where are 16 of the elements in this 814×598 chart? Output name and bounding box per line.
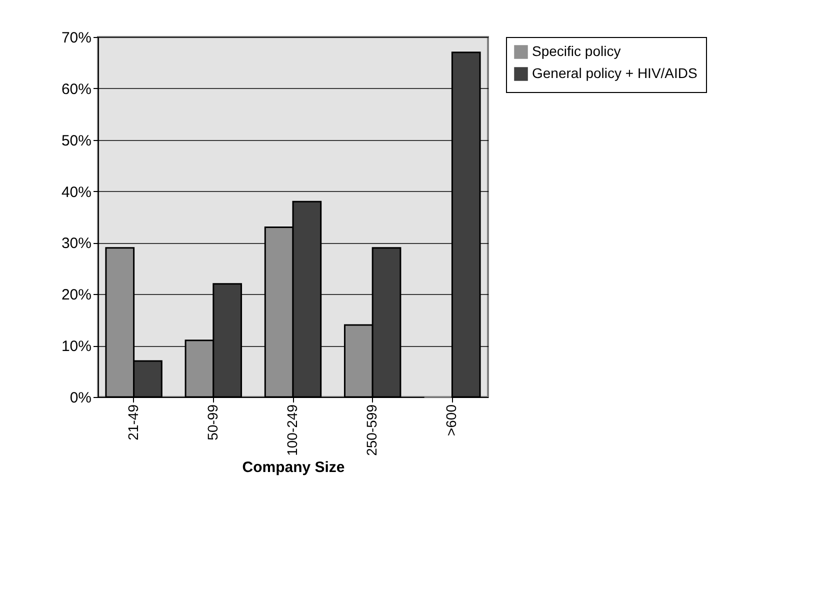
x-tick-label: 50-99 [204, 404, 220, 440]
x-tick-label: 250-599 [364, 404, 380, 456]
y-tick-label: 40% [61, 184, 92, 201]
x-tick-label: >600 [443, 404, 460, 436]
x-axis-title: Company Size [242, 458, 345, 476]
y-tick-label: 50% [61, 132, 92, 150]
y-tick-label: 0% [70, 390, 92, 406]
x-tick-label: 21-49 [124, 404, 141, 440]
y-tick-label: 60% [61, 80, 92, 98]
y-tick-label: 10% [61, 338, 92, 356]
legend-label: General policy + HIV/AIDS [532, 65, 698, 81]
x-tick-label: 100-249 [284, 404, 300, 456]
y-tick-label: 30% [61, 235, 92, 252]
y-tick-label: 70% [61, 30, 92, 46]
legend-label: Specific policy [532, 43, 621, 59]
y-tick-label: 20% [61, 286, 92, 304]
